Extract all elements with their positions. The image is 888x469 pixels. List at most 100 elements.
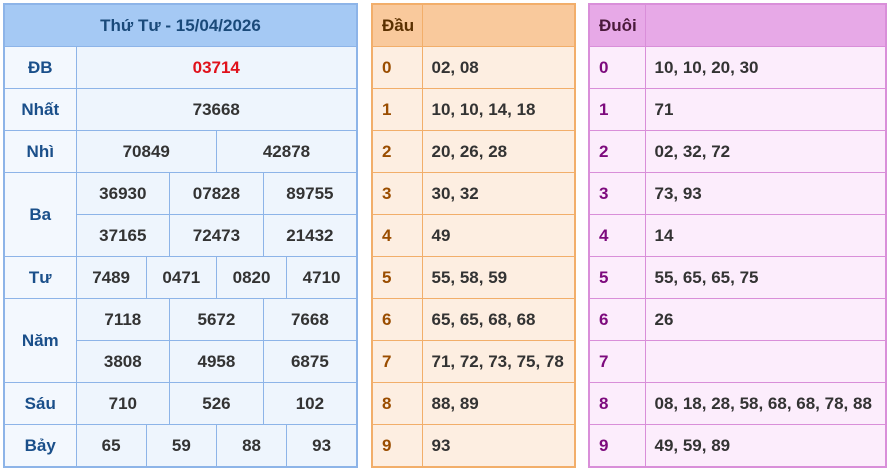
prize-label-nam: Năm [3, 298, 77, 383]
dau-digit: 8 [371, 382, 423, 425]
duoi-numbers: 26 [644, 298, 887, 341]
prize-tu-value: 0471 [145, 256, 217, 299]
duoi-header: Đuôi [588, 3, 646, 47]
prize-nam-value: 6875 [262, 340, 358, 383]
duoi-numbers: 73, 93 [644, 172, 887, 215]
dau-row: 5 55, 58, 59 [371, 256, 576, 299]
prize-nhi-value: 42878 [215, 130, 358, 173]
dau-digit: 1 [371, 88, 423, 131]
prize-bay-value: 88 [215, 424, 288, 468]
duoi-table: Đuôi 0 10, 10, 20, 30 1 71 2 02, 32, 72 3 73, 9… [588, 3, 887, 468]
duoi-digit: 5 [588, 256, 646, 299]
prize-nam-value: 7118 [75, 298, 171, 341]
duoi-digit: 7 [588, 340, 646, 383]
duoi-row: 8 08, 18, 28, 58, 68, 68, 78, 88 [588, 382, 887, 425]
dau-numbers: 55, 58, 59 [421, 256, 576, 299]
duoi-numbers: 08, 18, 28, 58, 68, 68, 78, 88 [644, 382, 887, 425]
duoi-numbers [644, 340, 887, 383]
dau-numbers: 30, 32 [421, 172, 576, 215]
dau-row: 0 02, 08 [371, 46, 576, 89]
duoi-numbers: 49, 59, 89 [644, 424, 887, 468]
prize-ba-value: 07828 [169, 172, 264, 215]
duoi-digit: 1 [588, 88, 646, 131]
dau-numbers: 02, 08 [421, 46, 576, 89]
prize-ba-value: 89755 [262, 172, 358, 215]
dau-digit: 7 [371, 340, 423, 383]
prize-bay-value: 93 [286, 424, 358, 468]
dau-row: 8 88, 89 [371, 382, 576, 425]
prize-nam-value: 7668 [262, 298, 358, 341]
prize-label-bay: Bảy [3, 424, 77, 468]
duoi-digit: 4 [588, 214, 646, 257]
dau-numbers: 20, 26, 28 [421, 130, 576, 173]
duoi-row: 4 14 [588, 214, 887, 257]
dau-digit: 3 [371, 172, 423, 215]
duoi-digit: 2 [588, 130, 646, 173]
duoi-digit: 8 [588, 382, 646, 425]
dau-digit: 4 [371, 214, 423, 257]
dau-row: 6 65, 65, 68, 68 [371, 298, 576, 341]
prize-nam-value: 3808 [75, 340, 171, 383]
prize-ba-value: 72473 [169, 214, 264, 257]
duoi-digit: 0 [588, 46, 646, 89]
prize-ba-value: 37165 [75, 214, 171, 257]
dau-numbers: 65, 65, 68, 68 [421, 298, 576, 341]
prize-nam-value: 5672 [169, 298, 264, 341]
dau-numbers: 49 [421, 214, 576, 257]
duoi-digit: 6 [588, 298, 646, 341]
prize-nam-value: 4958 [169, 340, 264, 383]
dau-digit: 5 [371, 256, 423, 299]
duoi-numbers: 02, 32, 72 [644, 130, 887, 173]
prize-sau-value: 710 [75, 382, 171, 425]
dau-digit: 0 [371, 46, 423, 89]
draw-date-title: Thứ Tư - 15/04/2026 [3, 3, 358, 47]
prize-label-ba: Ba [3, 172, 77, 257]
prize-bay-value: 59 [145, 424, 217, 468]
dau-digit: 6 [371, 298, 423, 341]
duoi-row: 2 02, 32, 72 [588, 130, 887, 173]
prize-label-db: ĐB [3, 46, 77, 89]
dau-numbers: 93 [421, 424, 576, 468]
duoi-row: 3 73, 93 [588, 172, 887, 215]
prize-label-nhat: Nhất [3, 88, 77, 131]
dau-digit: 9 [371, 424, 423, 468]
dau-row: 2 20, 26, 28 [371, 130, 576, 173]
prize-ba-value: 36930 [75, 172, 171, 215]
duoi-digit: 3 [588, 172, 646, 215]
prize-sau-value: 526 [169, 382, 264, 425]
dau-digit: 2 [371, 130, 423, 173]
prize-nhat-value: 73668 [75, 88, 358, 131]
dau-header: Đầu [371, 3, 423, 47]
dau-row: 3 30, 32 [371, 172, 576, 215]
duoi-numbers: 55, 65, 65, 75 [644, 256, 887, 299]
dau-row: 1 10, 10, 14, 18 [371, 88, 576, 131]
duoi-row: 1 71 [588, 88, 887, 131]
dau-row: 9 93 [371, 424, 576, 468]
dau-row: 7 71, 72, 73, 75, 78 [371, 340, 576, 383]
duoi-row: 6 26 [588, 298, 887, 341]
duoi-numbers: 71 [644, 88, 887, 131]
prize-tu-value: 4710 [286, 256, 358, 299]
prize-label-tu: Tư [3, 256, 77, 299]
duoi-numbers: 14 [644, 214, 887, 257]
duoi-row: 5 55, 65, 65, 75 [588, 256, 887, 299]
dau-numbers: 10, 10, 14, 18 [421, 88, 576, 131]
dau-numbers: 88, 89 [421, 382, 576, 425]
dau-row: 4 49 [371, 214, 576, 257]
prize-sau-value: 102 [262, 382, 358, 425]
prize-ba-value: 21432 [262, 214, 358, 257]
duoi-row: 7 [588, 340, 887, 383]
prize-tu-value: 0820 [215, 256, 288, 299]
prize-db-value: 03714 [75, 46, 358, 89]
prize-bay-value: 65 [75, 424, 147, 468]
prize-label-sau: Sáu [3, 382, 77, 425]
dau-numbers: 71, 72, 73, 75, 78 [421, 340, 576, 383]
duoi-digit: 9 [588, 424, 646, 468]
prize-tu-value: 7489 [75, 256, 147, 299]
duoi-numbers: 10, 10, 20, 30 [644, 46, 887, 89]
duoi-row: 0 10, 10, 20, 30 [588, 46, 887, 89]
results-table: Thứ Tư - 15/04/2026 ĐB 03714 Nhất 73668 Nh… [3, 3, 358, 468]
duoi-row: 9 49, 59, 89 [588, 424, 887, 468]
prize-label-nhi: Nhì [3, 130, 77, 173]
dau-table: Đầu 0 02, 08 1 10, 10, 14, 18 2 20, 26, 28 3 30… [371, 3, 576, 468]
